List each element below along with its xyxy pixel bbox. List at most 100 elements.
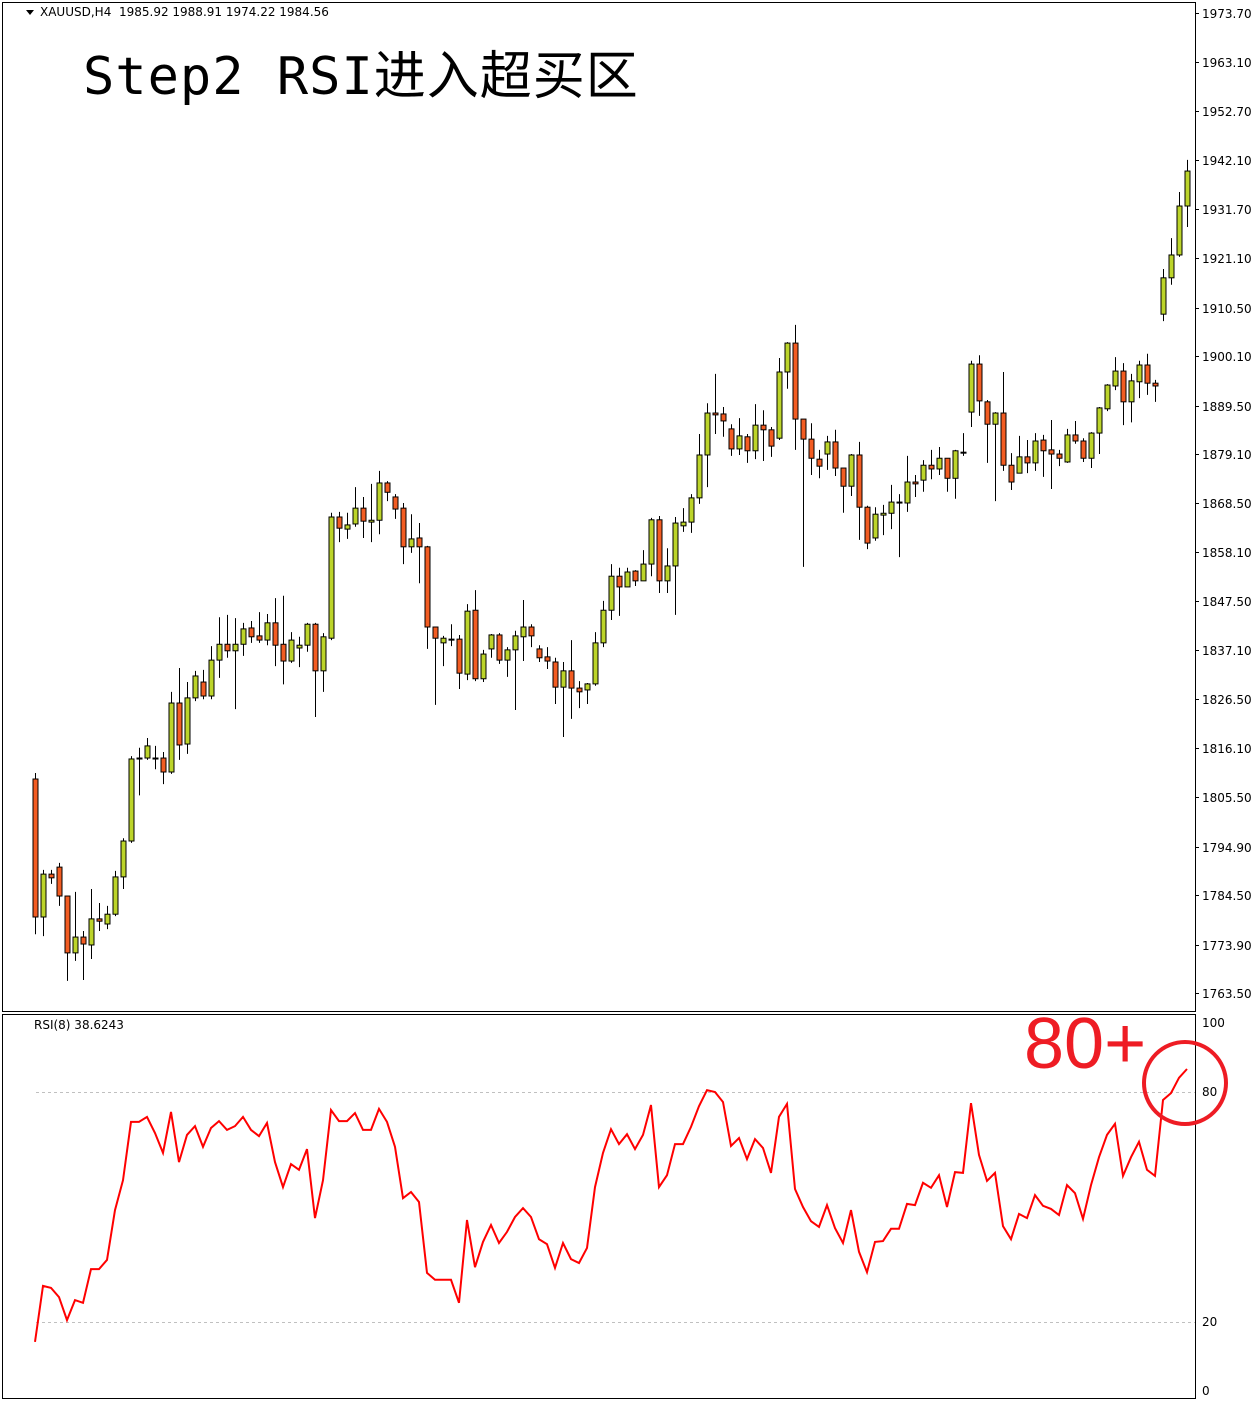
price-tick-label: 1921.10 [1202,251,1252,266]
candle-body-bear [720,413,727,422]
candle [960,433,967,456]
candle-body-bear [856,454,863,508]
candle-body-bull [448,638,455,641]
candle-body-bull [512,635,519,651]
candle [296,636,303,668]
candle-body-bear [336,516,343,529]
candle [488,634,495,658]
candle [200,669,207,700]
candle-body-bear [632,570,639,582]
candle-body-bear [528,626,535,637]
candle [1048,420,1055,490]
candle-body-bull [344,524,351,530]
candle-body-bull [784,342,791,373]
candle [976,355,983,416]
candle-body-bull [680,521,687,527]
price-tick-label: 1858.10 [1202,545,1252,560]
candle-body-bull [600,609,607,644]
candle-body-bull [1184,170,1191,207]
candle [904,455,911,512]
candle [32,772,39,935]
candle-body-bull [904,481,911,504]
candle [656,516,663,593]
candle [840,467,847,513]
candle-body-bear [256,635,263,641]
candle [704,403,711,488]
candle-body-bear [1048,449,1055,455]
candle-body-bear [56,866,63,897]
candle [792,324,799,450]
ohlc-readout: 1985.92 1988.91 1974.22 1984.56 [118,5,329,19]
price-tick-label: 1868.50 [1202,496,1252,511]
candle-body-bull [240,628,247,645]
price-tick-label: 1805.50 [1202,790,1252,805]
candle-body-bear [1120,370,1127,403]
candle [144,737,151,760]
candle [632,570,639,586]
candle-body-bear [832,441,839,469]
price-tick-label: 1847.50 [1202,594,1252,609]
candle [88,889,95,959]
candle-body-bull [1016,456,1023,474]
candle [360,496,367,538]
candle [352,487,359,527]
candle-body-bear [248,627,255,638]
price-tick-label: 1837.10 [1202,643,1252,658]
candle-body-bull [992,412,999,425]
candle-body-bull [488,634,495,650]
candle-body-bull [872,513,879,539]
candle-body-bear [1152,382,1159,387]
candle [1032,433,1039,471]
candle [968,360,975,428]
candle [776,358,783,441]
candle-body-bull [288,639,295,662]
candle-body-bull [1160,277,1167,315]
candle [368,483,375,543]
candle [472,590,479,682]
candle-body-bear [760,424,767,431]
candle-body-bear [1144,364,1151,384]
rsi-tick-label: 0 [1202,1384,1210,1398]
candle [128,756,135,843]
candle-body-bear [64,895,71,954]
candle-body-bear [1000,412,1007,466]
candle-body-bull [848,454,855,487]
candle-body-bear [928,464,935,470]
rsi-line [34,1068,1188,1343]
triangle-down-icon[interactable] [26,10,34,15]
candle-body-bull [888,501,895,514]
candle-body-bear [32,778,39,918]
candle-body-bear [840,467,847,487]
candle-body-bear [864,506,871,544]
candle-body-bear [416,537,423,548]
price-tick-label: 1816.10 [1202,741,1252,756]
candle [568,640,575,719]
candle [1008,453,1015,490]
candle-body-bear [48,873,55,879]
candle-body-bull [184,697,191,745]
candle [512,630,519,711]
overbought-annotation: 80+ [1024,1004,1147,1084]
candle-body-bull [920,464,927,481]
candle-body-bull [136,757,143,760]
candle [456,634,463,690]
candle-body-bull [1136,364,1143,383]
candle [464,604,471,681]
candle-body-bear [432,626,439,639]
candle [608,564,615,621]
candle [600,600,607,648]
candle [560,661,567,738]
candle-body-bear [544,656,551,662]
candle [40,869,47,937]
candle [1104,384,1111,412]
candle [712,373,719,434]
candle-body-bull [824,441,831,455]
candle-body-bear [80,936,87,945]
candle-body-bull [168,702,175,773]
candle [672,516,679,615]
candle-body-bear [768,429,775,447]
price-tick-label: 1784.50 [1202,888,1252,903]
candle-body-bull [640,563,647,582]
candle [856,441,863,540]
candle-body-bull [736,435,743,450]
